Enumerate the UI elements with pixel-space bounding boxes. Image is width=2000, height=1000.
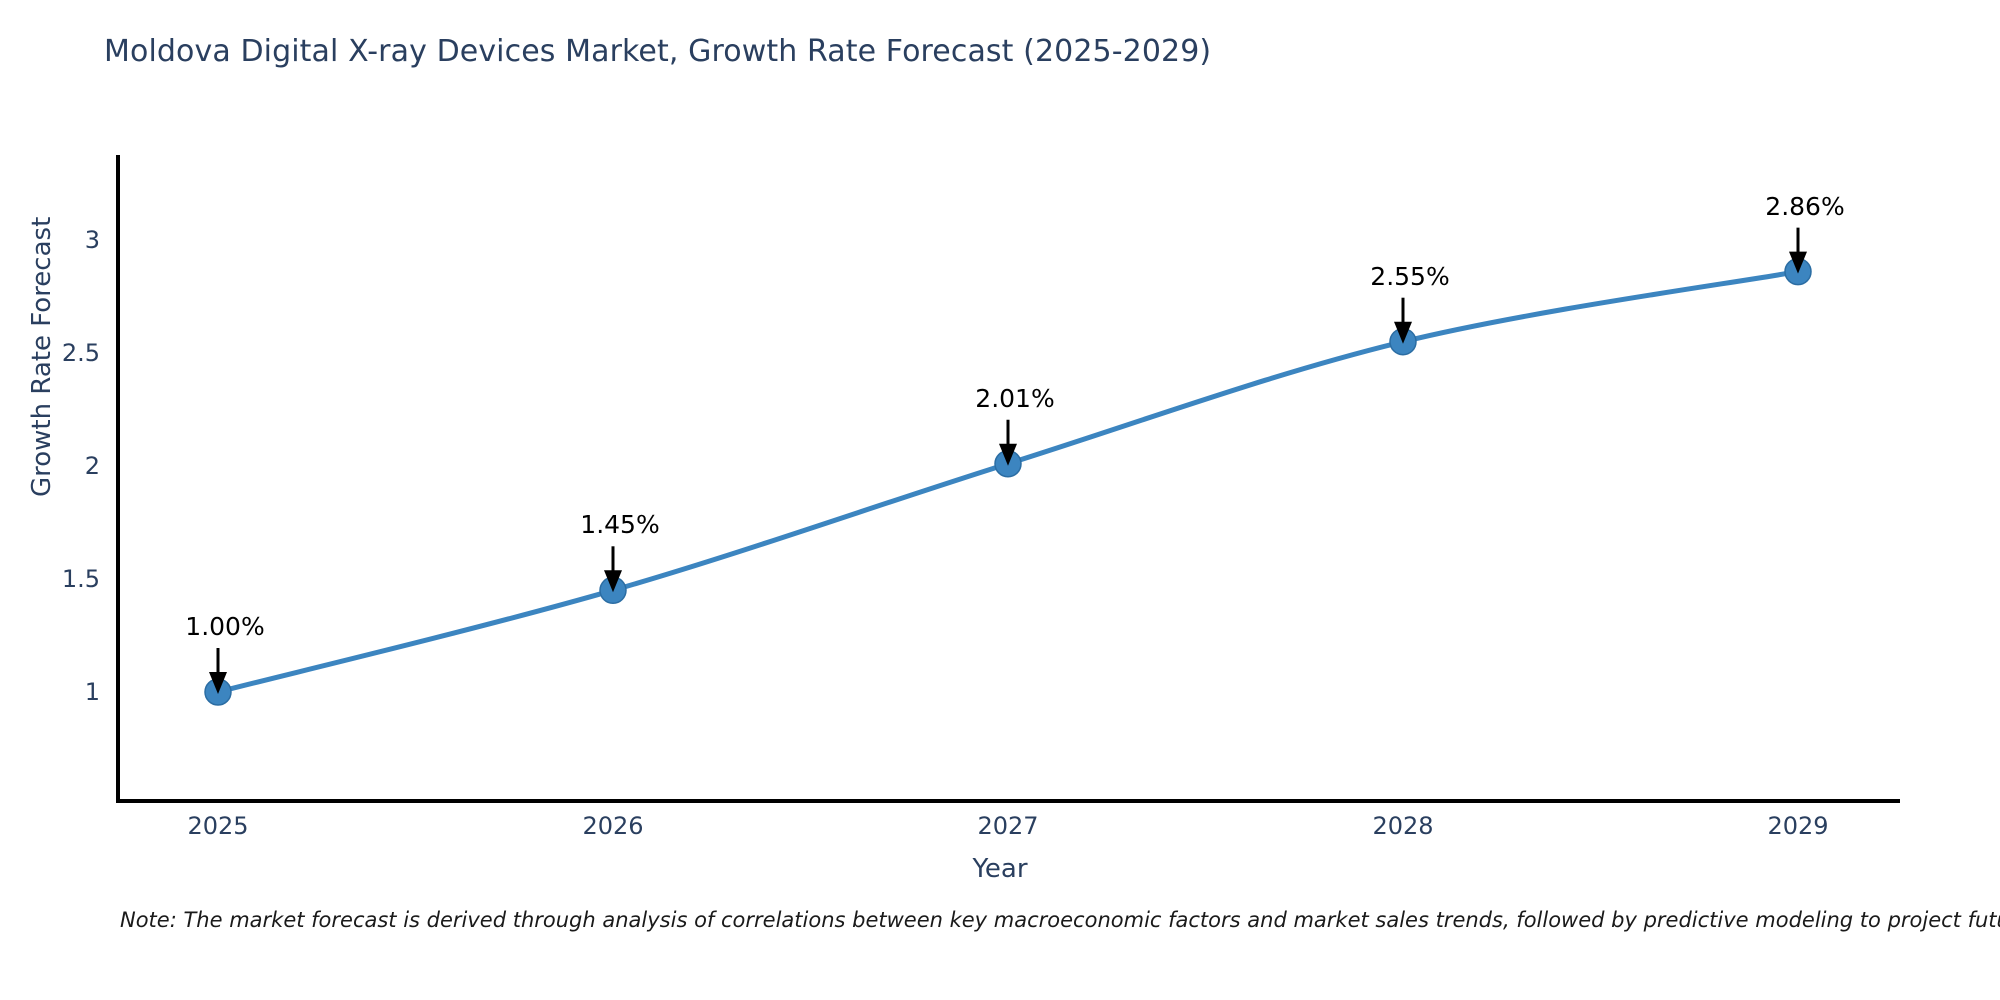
data-point-label: 2.86% bbox=[1765, 191, 1845, 221]
x-tick-label: 2029 bbox=[1767, 812, 1829, 840]
annotation-arrow bbox=[999, 419, 1017, 466]
data-point-label: 1.00% bbox=[185, 612, 265, 641]
y-tick-label: 1.5 bbox=[61, 565, 100, 593]
x-axis-title: Year bbox=[972, 854, 1028, 884]
data-point-label: 1.45% bbox=[580, 510, 660, 540]
annotation-arrow bbox=[1394, 297, 1412, 344]
annotation-arrow bbox=[1789, 227, 1807, 274]
annotation-arrow bbox=[604, 546, 622, 593]
y-tick-label: 3 bbox=[84, 226, 100, 254]
chart-title: Moldova Digital X-ray Devices Market, Gr… bbox=[104, 34, 1212, 69]
x-tick-label: 2027 bbox=[977, 812, 1039, 840]
data-point-label: 2.01% bbox=[975, 383, 1055, 413]
y-tick-label: 1 bbox=[84, 678, 100, 706]
annotation-arrow bbox=[209, 648, 227, 694]
x-tick-label: 2025 bbox=[187, 812, 249, 840]
footer-note: Note: The market forecast is derived thr… bbox=[120, 908, 2000, 932]
y-tick-label: 2.5 bbox=[61, 339, 100, 367]
data-point-label: 2.55% bbox=[1370, 261, 1450, 291]
data-line-growth-rate-forecast bbox=[215, 269, 1801, 695]
x-tick-label: 2026 bbox=[582, 812, 644, 840]
y-tick-label: 2 bbox=[84, 452, 100, 480]
x-tick-label: 2028 bbox=[1372, 812, 1434, 840]
